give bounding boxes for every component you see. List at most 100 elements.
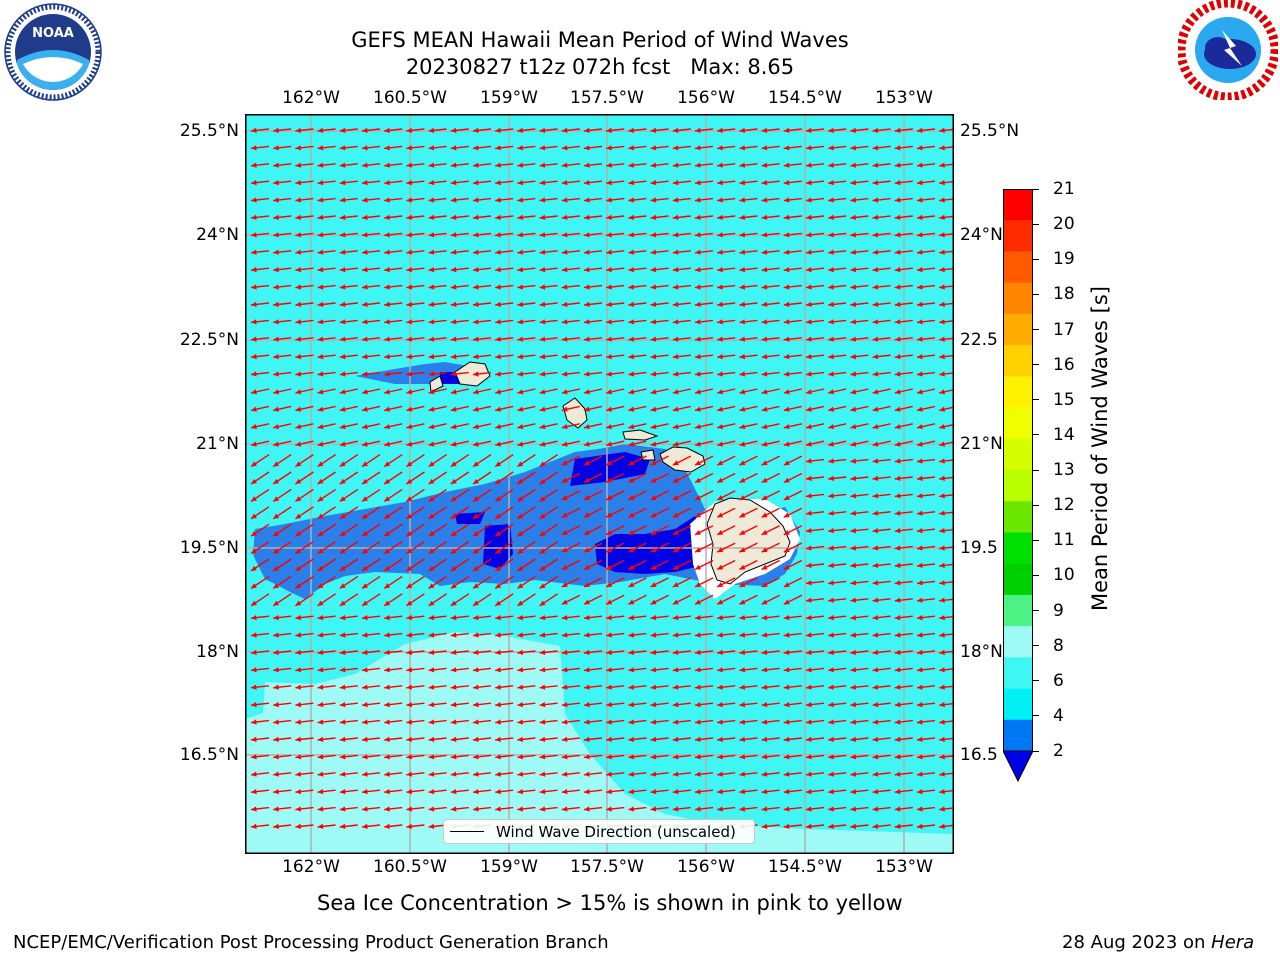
wave-arrow-head bbox=[650, 564, 657, 570]
wave-arrow-head bbox=[872, 702, 879, 708]
wave-arrow-head bbox=[317, 754, 324, 760]
wave-arrow-head bbox=[406, 441, 413, 447]
wave-arrow-head bbox=[606, 406, 613, 412]
wave-arrow-head bbox=[561, 806, 568, 812]
wave-arrow-head bbox=[628, 667, 635, 673]
wave-arrow-head bbox=[561, 495, 568, 500]
wave-arrow-head bbox=[561, 249, 568, 255]
wave-arrow-head bbox=[806, 458, 812, 464]
wave-arrow-head bbox=[695, 684, 701, 690]
lon-label-bottom: 160.5°W bbox=[373, 857, 447, 877]
wave-arrow-head bbox=[362, 600, 368, 606]
wave-arrow-head bbox=[251, 684, 257, 690]
wave-arrow-head bbox=[406, 823, 413, 829]
wave-arrow-head bbox=[339, 702, 346, 708]
wave-arrow-head bbox=[362, 789, 368, 795]
wave-arrow-head bbox=[628, 460, 635, 466]
wave-arrow-head bbox=[295, 583, 302, 589]
wave-arrow-head bbox=[783, 684, 790, 690]
wave-arrow-head bbox=[650, 267, 657, 273]
wave-arrow-head bbox=[828, 301, 834, 307]
wave-arrow-head bbox=[428, 336, 435, 342]
wave-arrow-head bbox=[850, 162, 857, 168]
wave-arrow-head bbox=[761, 197, 768, 203]
wave-arrow-head bbox=[650, 615, 657, 621]
wave-arrow-head bbox=[362, 145, 368, 151]
wave-arrow-head bbox=[450, 771, 457, 777]
colorbar-segment bbox=[1003, 470, 1033, 502]
wave-arrow-head bbox=[295, 702, 302, 708]
wave-arrow-head bbox=[406, 513, 413, 519]
wave-arrow-head bbox=[339, 180, 346, 186]
wave-arrow-head bbox=[251, 615, 257, 621]
wave-arrow-head bbox=[939, 127, 945, 133]
wave-arrow-head bbox=[695, 249, 701, 255]
colorbar-tick-mark bbox=[1033, 504, 1039, 506]
wave-arrow-head bbox=[273, 719, 279, 725]
wave-arrow-head bbox=[828, 145, 834, 151]
wave-arrow-head bbox=[806, 475, 812, 481]
wave-arrow-head bbox=[273, 336, 279, 342]
wave-arrow-head bbox=[672, 197, 679, 203]
wave-arrow-head bbox=[606, 441, 613, 447]
wave-arrow-head bbox=[428, 565, 435, 571]
wave-arrow-head bbox=[273, 441, 280, 447]
lon-label-top: 156°W bbox=[677, 88, 735, 108]
wave-arrow-head bbox=[650, 754, 657, 760]
wave-arrow-head bbox=[850, 615, 857, 621]
wave-arrow-head bbox=[828, 267, 834, 273]
wave-arrow-head bbox=[695, 127, 701, 133]
wave-arrow-head bbox=[251, 736, 257, 742]
wave-arrow-head bbox=[783, 702, 790, 708]
lat-label-left: 24°N bbox=[196, 225, 239, 245]
wave-arrow-head bbox=[384, 441, 391, 447]
wave-arrow-head bbox=[606, 547, 613, 553]
wave-arrow-head bbox=[384, 284, 390, 290]
wave-arrow-head bbox=[517, 789, 524, 795]
wave-arrow-head bbox=[628, 547, 635, 553]
wave-arrow-head bbox=[317, 565, 324, 571]
wave-arrow-head bbox=[894, 684, 901, 690]
wave-arrow-head bbox=[650, 424, 657, 430]
wave-arrow-head bbox=[761, 127, 768, 133]
wave-arrow-head bbox=[761, 354, 768, 360]
wave-arrow-head bbox=[495, 461, 502, 467]
wave-arrow-head bbox=[717, 267, 723, 273]
wave-arrow-head bbox=[672, 806, 679, 812]
wave-arrow-head bbox=[339, 513, 346, 519]
wave-arrow-head bbox=[672, 529, 679, 535]
wave-arrow-head bbox=[584, 547, 590, 553]
wave-arrow-head bbox=[495, 249, 501, 255]
wave-arrow-head bbox=[628, 719, 635, 725]
wave-arrow-head bbox=[561, 371, 568, 377]
wave-arrow-head bbox=[850, 510, 857, 516]
wave-arrow-head bbox=[628, 424, 635, 430]
wave-arrow-head bbox=[295, 754, 302, 760]
wave-arrow-head bbox=[628, 477, 635, 483]
wave-arrow-head bbox=[450, 649, 457, 655]
wave-arrow-head bbox=[717, 564, 724, 570]
wave-arrow-head bbox=[339, 461, 346, 467]
wave-arrow-head bbox=[539, 754, 546, 760]
wave-arrow-head bbox=[650, 145, 657, 151]
wave-arrow-head bbox=[295, 615, 302, 621]
wave-arrow-head bbox=[539, 548, 546, 554]
wave-arrow-head bbox=[495, 232, 501, 238]
wave-arrow-head bbox=[739, 702, 746, 708]
wave-arrow-head bbox=[539, 789, 546, 795]
noaa-logo-icon: NOAA bbox=[4, 3, 102, 101]
wave-arrow-head bbox=[384, 684, 390, 690]
wave-arrow-head bbox=[761, 336, 768, 342]
wave-arrow-head bbox=[806, 580, 812, 586]
wave-arrow-head bbox=[362, 615, 368, 621]
wave-arrow-head bbox=[850, 145, 857, 151]
wave-arrow-head bbox=[939, 580, 945, 586]
wave-arrow-head bbox=[450, 531, 457, 537]
wave-arrow-head bbox=[717, 336, 723, 342]
wave-arrow-head bbox=[939, 597, 945, 603]
wave-arrow-head bbox=[428, 754, 435, 760]
wave-arrow-head bbox=[273, 823, 279, 829]
map-legend: Wind Wave Direction (unscaled) bbox=[443, 819, 755, 844]
colorbar-tick-mark bbox=[1033, 680, 1039, 682]
wave-arrow-head bbox=[917, 649, 923, 655]
